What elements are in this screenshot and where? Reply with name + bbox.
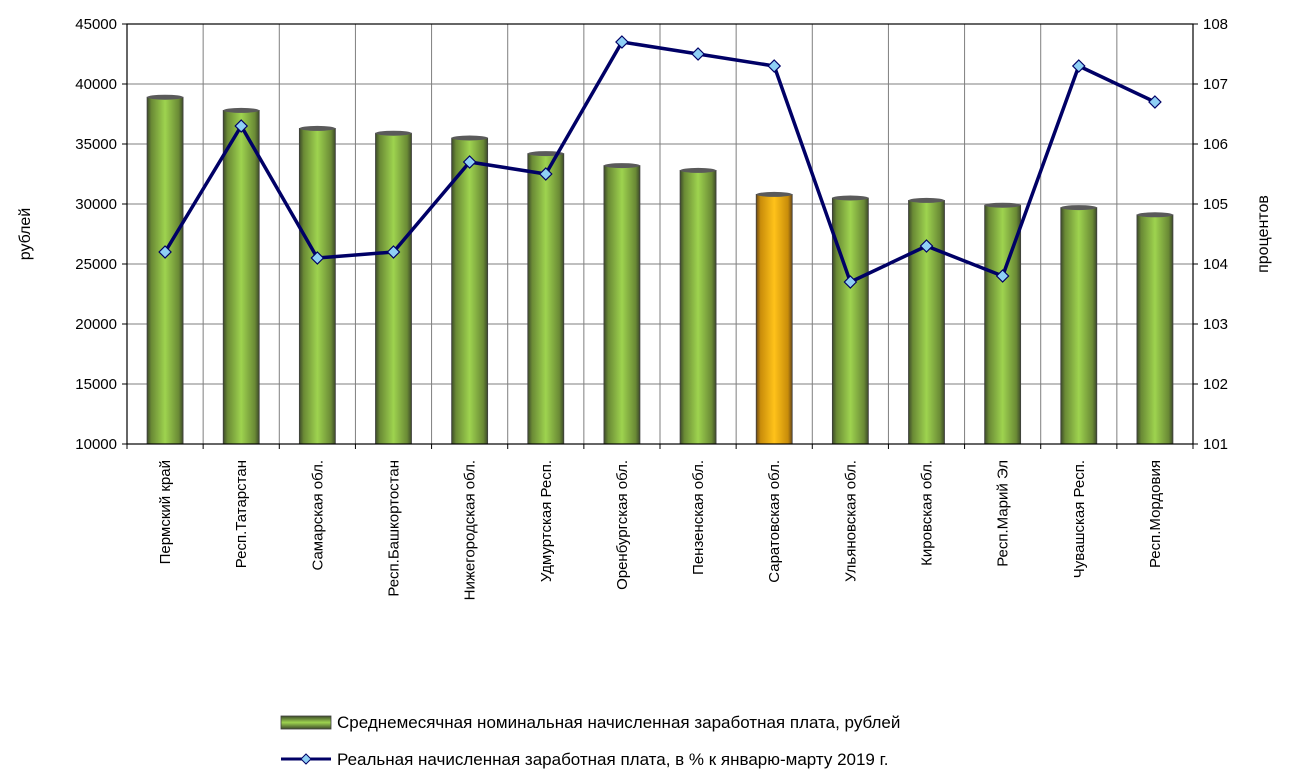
- bar-top: [908, 197, 945, 203]
- y-tick-label: 40000: [75, 76, 117, 93]
- bar-top: [984, 202, 1021, 208]
- x-tick-label: Пензенская обл.: [690, 460, 707, 575]
- x-tick-label: Респ.Марий Эл: [995, 460, 1012, 567]
- x-tick-label: Нижегородская обл.: [462, 460, 479, 600]
- bar: [1060, 207, 1098, 445]
- bar: [146, 96, 184, 445]
- x-tick-label: Саратовская обл.: [766, 460, 783, 583]
- bar: [298, 127, 336, 445]
- x-tick-label: Кировская обл.: [919, 460, 936, 566]
- bar-highlighted: [755, 193, 793, 445]
- y-axis-title: рублей: [17, 208, 34, 261]
- y-tick-label: 20000: [75, 316, 117, 333]
- legend-label-bar: Среднемесячная номинальная начисленная з…: [337, 713, 900, 732]
- line-marker: [310, 251, 325, 265]
- line-marker: [995, 269, 1010, 283]
- y2-tick-label: 106: [1203, 136, 1228, 153]
- x-tick-label: Удмуртская Респ.: [538, 460, 555, 582]
- bar-top: [375, 130, 412, 136]
- line-marker: [843, 275, 858, 289]
- x-tick-label: Респ.Мордовия: [1147, 460, 1164, 568]
- y-tick-label: 45000: [75, 16, 117, 33]
- bar-top: [299, 125, 336, 131]
- bar: [527, 153, 565, 445]
- x-tick-label: Чувашская Респ.: [1071, 460, 1088, 578]
- legend-swatch-bar: [280, 715, 332, 730]
- bar: [1136, 214, 1174, 445]
- line-marker: [615, 35, 629, 49]
- x-tick-label: Пермский край: [157, 460, 174, 564]
- bar-top: [756, 191, 793, 197]
- bar: [451, 137, 489, 445]
- line-marker: [767, 59, 782, 73]
- legend-swatch-marker: [300, 753, 312, 765]
- y2-tick-label: 104: [1203, 256, 1228, 273]
- bar-top: [223, 107, 260, 113]
- y-tick-label: 15000: [75, 376, 117, 393]
- legend: Среднемесячная номинальная начисленная з…: [280, 713, 900, 769]
- bar: [375, 132, 412, 445]
- line-marker: [158, 245, 172, 259]
- x-tick-label: Ульяновская обл.: [842, 460, 859, 582]
- bar-top: [451, 135, 488, 141]
- line-marker: [1071, 59, 1086, 73]
- x-tick-label: Респ.Татарстан: [233, 460, 250, 568]
- y-tick-label: 30000: [75, 196, 117, 213]
- y2-tick-label: 105: [1203, 196, 1228, 213]
- y-tick-label: 10000: [75, 436, 117, 453]
- y-tick-label: 35000: [75, 136, 117, 153]
- bar: [908, 199, 945, 445]
- y2-tick-label: 107: [1203, 76, 1228, 93]
- bar-top: [832, 195, 869, 201]
- bar: [679, 169, 717, 445]
- line-marker: [538, 167, 553, 181]
- x-tick-label: Респ.Башкортостан: [386, 460, 403, 597]
- x-tick-label: Оренбургская обл.: [614, 460, 631, 590]
- bar-top: [603, 163, 640, 169]
- line-marker: [462, 155, 477, 169]
- x-tick-label: Самарская обл.: [309, 460, 326, 571]
- line-marker: [919, 239, 934, 253]
- y2-axis-title: процентов: [1255, 195, 1272, 273]
- y2-tick-label: 102: [1203, 376, 1228, 393]
- y2-tick-label: 101: [1203, 436, 1228, 453]
- y-tick-label: 25000: [75, 256, 117, 273]
- line-series: [163, 40, 1156, 284]
- bar: [222, 110, 260, 445]
- bar-top: [1060, 205, 1097, 211]
- plot-area: 10000 15000 20000 25000 30000 35000 40000 45000…: [17, 16, 1272, 600]
- bar: [831, 197, 869, 445]
- legend-label-line: Реальная начисленная заработная плата, в…: [337, 750, 888, 769]
- line-marker: [691, 47, 705, 61]
- bar-top: [527, 151, 564, 157]
- line-marker: [386, 245, 401, 259]
- y2-tick-label: 103: [1203, 316, 1228, 333]
- bar-top: [1136, 212, 1173, 218]
- line-marker: [234, 119, 249, 133]
- bar-top: [147, 94, 184, 100]
- line-marker: [1148, 95, 1162, 109]
- bar: [603, 165, 641, 445]
- bar-top: [680, 167, 717, 173]
- y2-tick-label: 108: [1203, 16, 1228, 33]
